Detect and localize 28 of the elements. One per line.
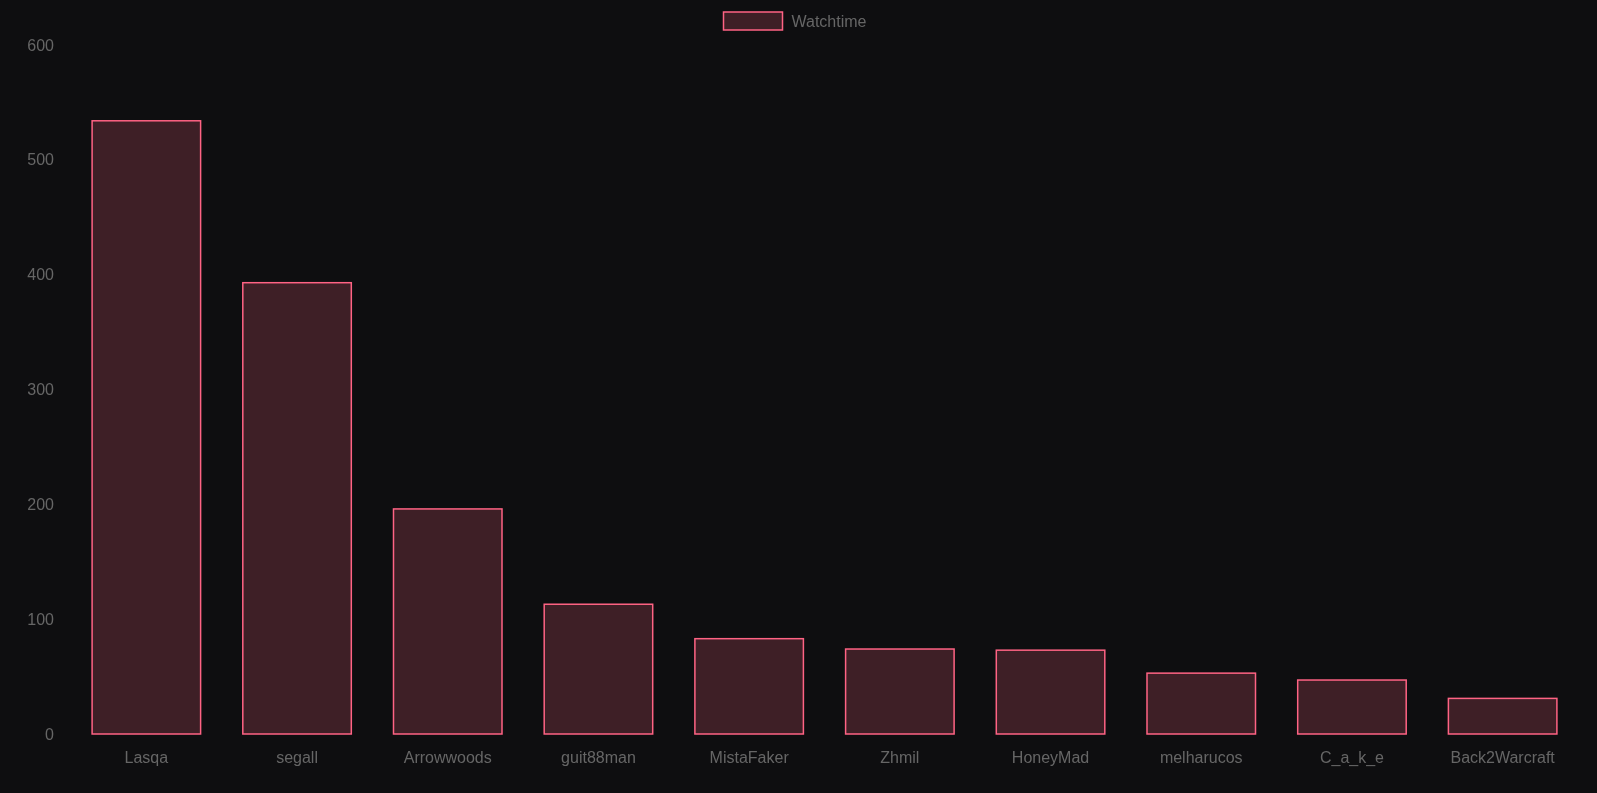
x-tick-label: melharucos	[1159, 749, 1243, 766]
bar	[694, 637, 805, 735]
y-tick-label: 500	[27, 151, 55, 169]
bar	[1447, 697, 1558, 735]
bar	[844, 648, 955, 735]
bar	[1146, 672, 1257, 735]
bar	[995, 649, 1106, 735]
bar	[1296, 679, 1407, 735]
x-tick-label: C_a_k_e	[1319, 749, 1385, 767]
x-tick-label: Lasqa	[124, 749, 169, 766]
x-tick-label: Zhmil	[880, 749, 920, 766]
x-tick-label: Back2Warcraft	[1450, 749, 1556, 766]
y-tick-label: 600	[27, 36, 55, 54]
x-tick-label: HoneyMad	[1011, 749, 1090, 766]
x-tick-label: guit88man	[561, 749, 636, 766]
y-tick-label: 200	[27, 495, 55, 513]
y-tick-label: 300	[27, 381, 55, 399]
y-tick-label: 400	[27, 266, 55, 284]
legend-label: Watchtime	[791, 12, 867, 30]
bar	[91, 120, 202, 735]
bar	[242, 281, 353, 735]
bar	[543, 603, 654, 735]
x-tick-label: MistaFaker	[709, 749, 790, 766]
bar	[392, 508, 503, 735]
y-tick-label: 0	[45, 725, 55, 743]
x-tick-label: Arrowwoods	[403, 749, 492, 766]
x-tick-label: segall	[276, 749, 318, 766]
y-tick-label: 100	[27, 610, 55, 628]
